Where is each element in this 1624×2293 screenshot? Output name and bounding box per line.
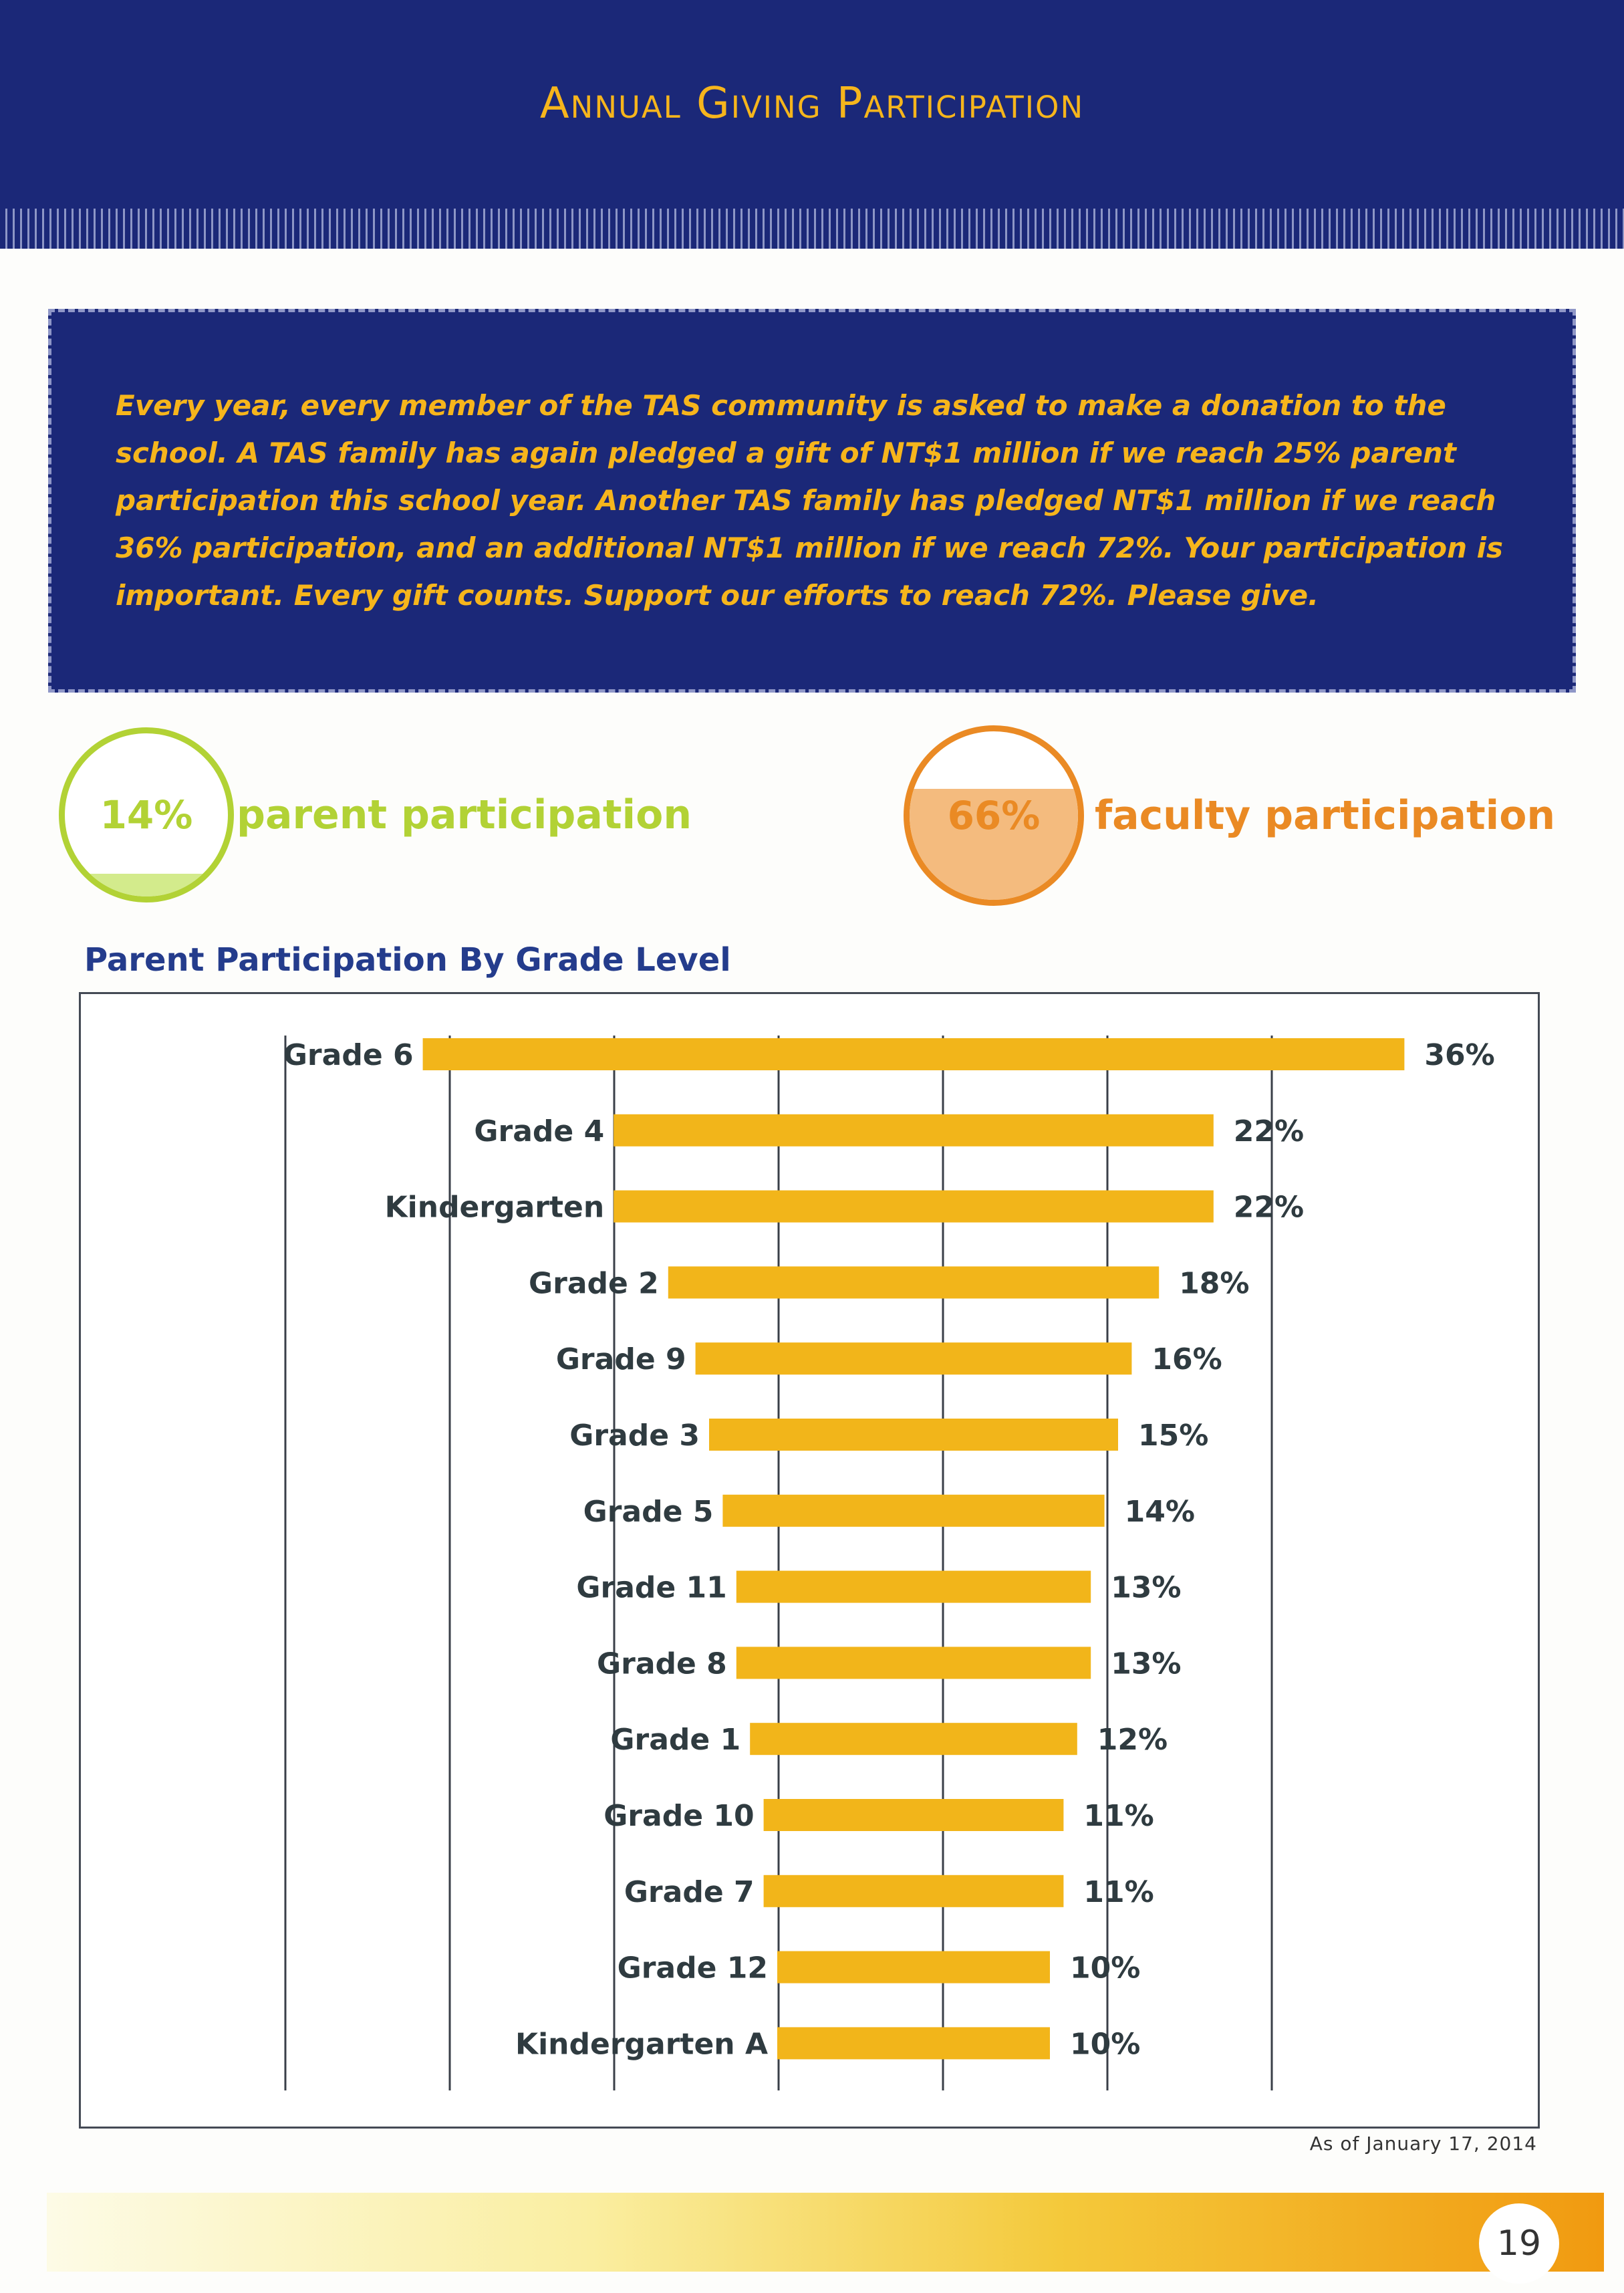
- category-label: Grade 10: [603, 1799, 754, 1833]
- page-number: 19: [1479, 2203, 1559, 2284]
- value-label: 12%: [1097, 1723, 1168, 1757]
- faculty-participation-ring: 66%: [904, 725, 1084, 906]
- bar: [777, 1951, 1050, 1983]
- value-label: 10%: [1070, 2027, 1140, 2061]
- bar: [614, 1114, 1214, 1146]
- bar: [422, 1038, 1405, 1070]
- category-label: Grade 4: [474, 1114, 604, 1149]
- value-label: 14%: [1125, 1495, 1195, 1529]
- category-label: Grade 5: [583, 1495, 714, 1529]
- category-label: Grade 8: [597, 1647, 727, 1681]
- header-stripe-band: [0, 209, 1624, 249]
- bar: [777, 2027, 1050, 2060]
- chart-frame: Grade 6 36% Grade 4 22% Kindergarten 22% Grade…: [79, 992, 1540, 2129]
- value-label: 11%: [1083, 1875, 1154, 1909]
- bar: [736, 1570, 1091, 1603]
- bar: [614, 1190, 1214, 1223]
- value-label: 22%: [1234, 1114, 1304, 1149]
- faculty-participation-fill: [910, 788, 1078, 900]
- parent-participation-fill: [65, 873, 228, 896]
- bar: [709, 1419, 1118, 1451]
- parent-participation-ring: 14%: [59, 727, 234, 902]
- page-title: Annual Giving Participation: [539, 79, 1085, 128]
- faculty-participation-stat: 66% faculty participation: [904, 725, 1555, 906]
- chart-title: Parent Participation By Grade Level: [84, 941, 731, 979]
- category-label: Grade 7: [624, 1875, 755, 1909]
- category-label: Grade 6: [283, 1038, 414, 1072]
- category-label: Grade 9: [556, 1342, 686, 1376]
- category-label: Grade 2: [529, 1266, 659, 1300]
- value-label: 15%: [1138, 1419, 1208, 1453]
- category-label: Grade 12: [618, 1951, 768, 1985]
- value-label: 36%: [1424, 1038, 1494, 1072]
- value-label: 10%: [1070, 1951, 1140, 1985]
- bar: [668, 1266, 1160, 1299]
- value-label: 16%: [1152, 1342, 1222, 1376]
- as-of-note: As of January 17, 2014: [1309, 2133, 1537, 2155]
- bar: [736, 1647, 1091, 1679]
- intro-text: Every year, every member of the TAS comm…: [116, 389, 1503, 612]
- parent-participation-label: parent participation: [237, 792, 692, 838]
- bar: [695, 1342, 1132, 1375]
- bar-chart: Grade 6 36% Grade 4 22% Kindergarten 22% Grade…: [283, 1036, 1495, 2090]
- category-label: Kindergarten: [385, 1191, 605, 1225]
- category-label: Grade 1: [610, 1723, 740, 1757]
- faculty-participation-label: faculty participation: [1095, 792, 1556, 839]
- value-label: 13%: [1111, 1647, 1181, 1681]
- faculty-participation-percent: 66%: [947, 793, 1041, 838]
- parent-participation-stat: 14% parent participation: [59, 727, 692, 902]
- bar: [763, 1875, 1064, 1907]
- category-label: Grade 11: [576, 1571, 726, 1605]
- category-label: Grade 3: [569, 1419, 700, 1453]
- bar: [763, 1799, 1064, 1831]
- bar: [750, 1723, 1077, 1756]
- category-label: Kindergarten A: [515, 2027, 768, 2061]
- value-label: 13%: [1111, 1571, 1181, 1605]
- parent-participation-percent: 14%: [100, 792, 193, 838]
- value-label: 22%: [1234, 1191, 1304, 1225]
- bar: [722, 1494, 1105, 1527]
- footer-band: [47, 2193, 1604, 2272]
- value-label: 11%: [1083, 1799, 1154, 1833]
- value-label: 18%: [1179, 1266, 1249, 1300]
- intro-box: Every year, every member of the TAS comm…: [48, 309, 1576, 693]
- page-header: Annual Giving Participation: [0, 0, 1624, 249]
